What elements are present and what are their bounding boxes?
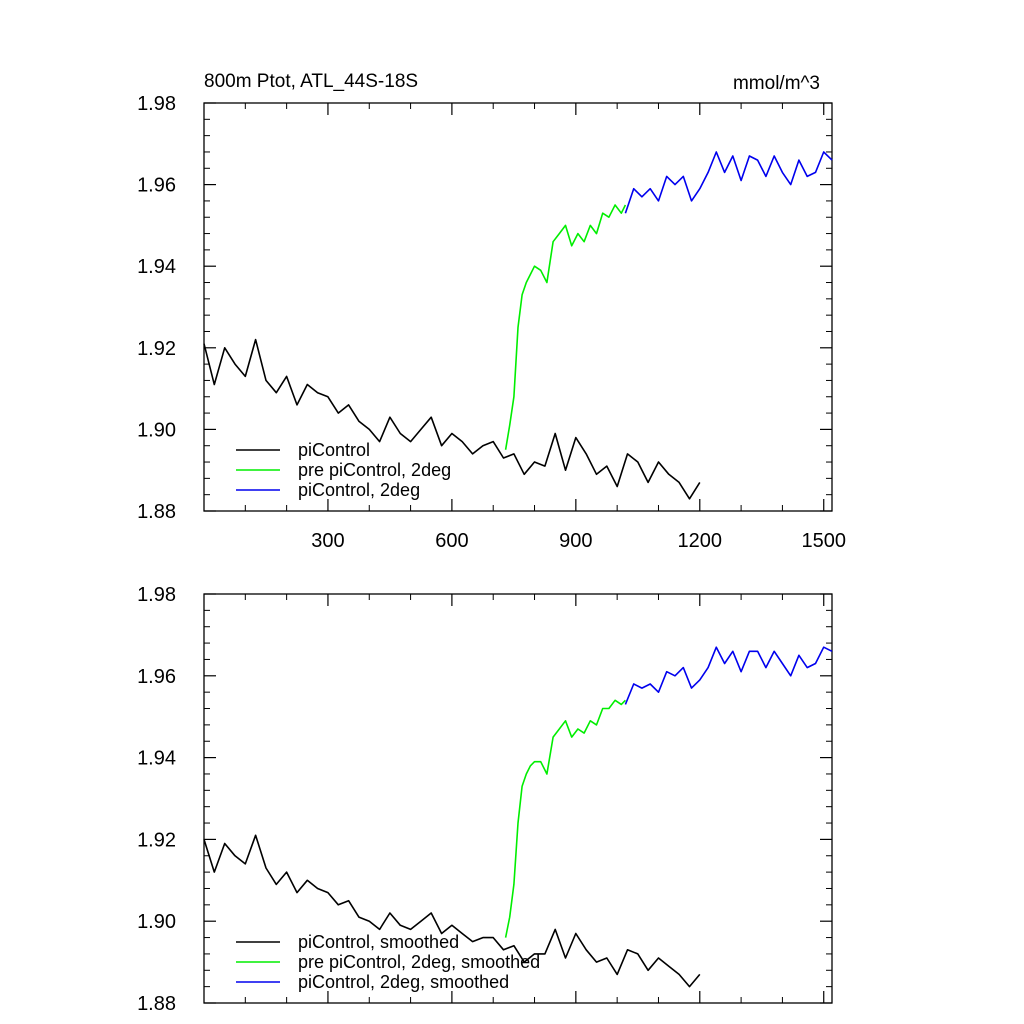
y-tick-label: 1.92: [137, 829, 176, 851]
series-line-2: [504, 204, 627, 450]
legend-label: piControl, 2deg, smoothed: [298, 972, 509, 992]
legend-label: pre piControl, 2deg: [298, 460, 451, 480]
series-line-1: [203, 338, 701, 500]
series-line-3: [624, 151, 833, 214]
y-tick-label: 1.90: [137, 419, 176, 441]
plot-frame: [203, 102, 833, 512]
x-tick-label: 300: [311, 530, 344, 552]
y-tick-label: 1.92: [137, 338, 176, 360]
x-tick-label: 1200: [678, 530, 723, 552]
legend-label: piControl, 2deg: [298, 480, 420, 500]
y-tick-label: 1.98: [137, 93, 176, 115]
y-tick-label: 1.98: [137, 584, 176, 606]
legend-label: piControl: [298, 440, 370, 460]
x-tick-label: 900: [559, 530, 592, 552]
y-tick-label: 1.88: [137, 993, 176, 1015]
y-tick-label: 1.94: [137, 748, 176, 770]
units-label: mmol/m^3: [733, 73, 820, 94]
chart-title: 800m Ptot, ATL_44S-18S: [204, 71, 418, 92]
legend-label: pre piControl, 2deg, smoothed: [298, 952, 540, 972]
series-line-1: [203, 834, 701, 988]
bottom-panel: 1.88 1.90 1.92 1.94 1.96 1.98 piControl, smoot…: [137, 584, 833, 1015]
y-tick-label: 1.94: [137, 256, 176, 278]
y-tick-label: 1.90: [137, 911, 176, 933]
x-tick-label: 600: [435, 530, 468, 552]
series-line-2: [504, 699, 626, 938]
plot-frame: [203, 593, 833, 1004]
y-tick-label: 1.88: [137, 501, 176, 523]
y-tick-label: 1.96: [137, 175, 176, 197]
y-tick-label: 1.96: [137, 666, 176, 688]
legend-label: piControl, smoothed: [298, 932, 459, 952]
series-line-3: [624, 646, 833, 705]
x-tick-label: 1500: [801, 530, 846, 552]
top-panel: 300 600 900 1200 1500 1.88 1.90 1.92 1.94 1.96 1.9…: [137, 71, 846, 552]
